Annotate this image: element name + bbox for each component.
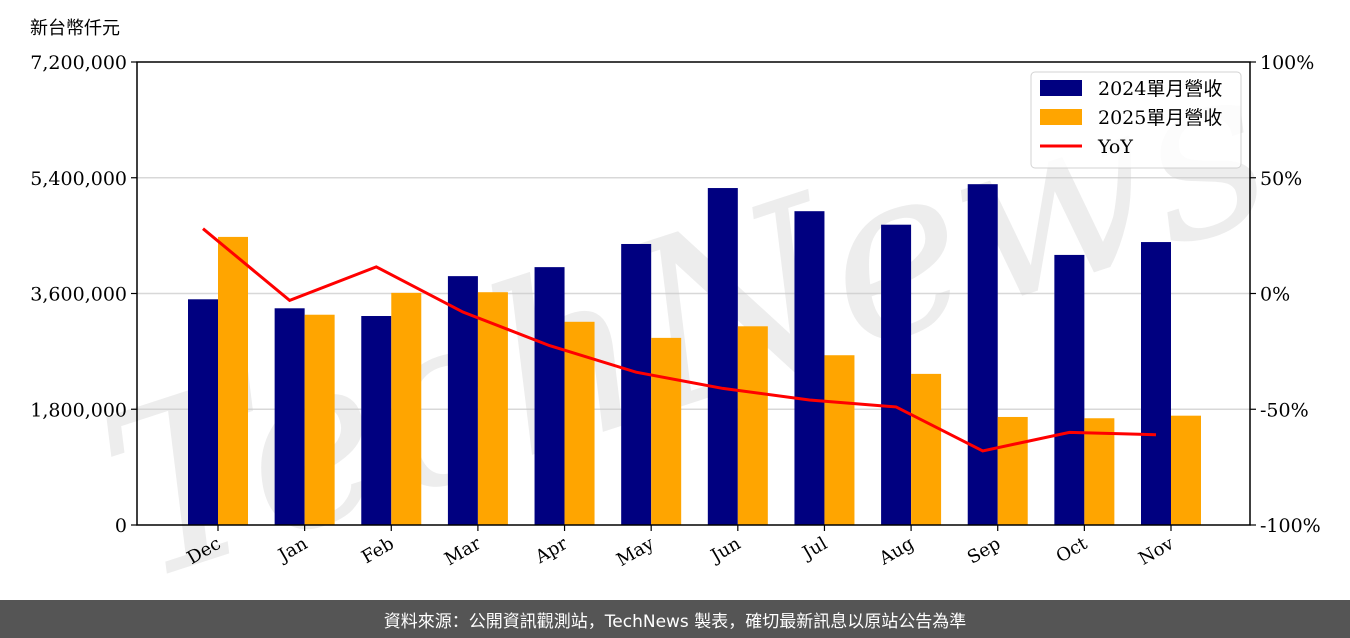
bar-2025: [824, 355, 855, 525]
x-tick-label: Nov: [1135, 533, 1178, 570]
bar-2025: [477, 292, 508, 525]
yoy-line: [202, 227, 1157, 453]
legend-label: 2024單月營收: [1098, 78, 1222, 100]
bar-2025: [997, 416, 1028, 525]
legend-swatch: [1040, 109, 1082, 125]
bar-2024: [274, 308, 305, 525]
x-tick-label: Apr: [531, 533, 571, 568]
y2-tick-label: 0%: [1260, 284, 1290, 306]
x-tick-label: Oct: [1053, 533, 1092, 568]
bar-2025: [1084, 418, 1115, 525]
y-tick-label: 1,800,000: [30, 399, 127, 421]
y2-tick-label: 100%: [1260, 52, 1314, 74]
bar-2024: [1054, 254, 1085, 525]
bar-2024: [361, 316, 392, 525]
bar-2025: [651, 337, 682, 525]
bar-2024: [881, 224, 912, 525]
bar-2024: [621, 243, 652, 525]
bar-2025: [391, 292, 422, 525]
bar-2024: [794, 211, 825, 525]
bar-2024: [967, 184, 998, 526]
x-tick-label: Aug: [875, 533, 918, 570]
source-footer: 資料來源：公開資訊觀測站，TechNews 製表，確切最新訊息以原站公告為準: [0, 600, 1350, 638]
legend-box: [1030, 71, 1242, 169]
bar-2025: [304, 314, 335, 525]
y-tick-label: 3,600,000: [30, 284, 127, 306]
legend-label: YoY: [1097, 136, 1133, 158]
y-tick-label: 0: [115, 515, 127, 537]
bar-2024: [707, 188, 738, 526]
revenue-chart: 新台幣仟元 TechNews 01,800,0003,600,0005,400,…: [30, 9, 1321, 634]
x-tick-label: May: [613, 533, 658, 571]
legend-swatch: [1040, 80, 1082, 96]
bar-2024: [534, 267, 565, 525]
y2-tick-label: -100%: [1260, 515, 1321, 537]
legend-label: 2025單月營收: [1098, 107, 1222, 129]
bar-2024: [1141, 242, 1171, 526]
legend: 2024單月營收 2025單月營收 YoY: [1030, 71, 1242, 169]
y-tick-label: 5,400,000: [30, 168, 127, 190]
bar-2025: [737, 326, 768, 525]
x-tick-label: Jun: [706, 533, 745, 568]
y2-tick-label: -50%: [1260, 399, 1309, 421]
bar-2025: [1171, 415, 1201, 525]
bar-2025: [218, 236, 248, 525]
x-tick-label: Jul: [797, 533, 831, 565]
bar-2024: [447, 276, 478, 525]
bar-2025: [911, 373, 942, 525]
y2-tick-label: 50%: [1260, 168, 1302, 190]
y-tick-label: 7,200,000: [30, 52, 127, 74]
bar-2024: [188, 299, 218, 525]
y-axis-unit-label: 新台幣仟元: [30, 18, 120, 39]
x-tick-label: Sep: [964, 533, 1004, 568]
